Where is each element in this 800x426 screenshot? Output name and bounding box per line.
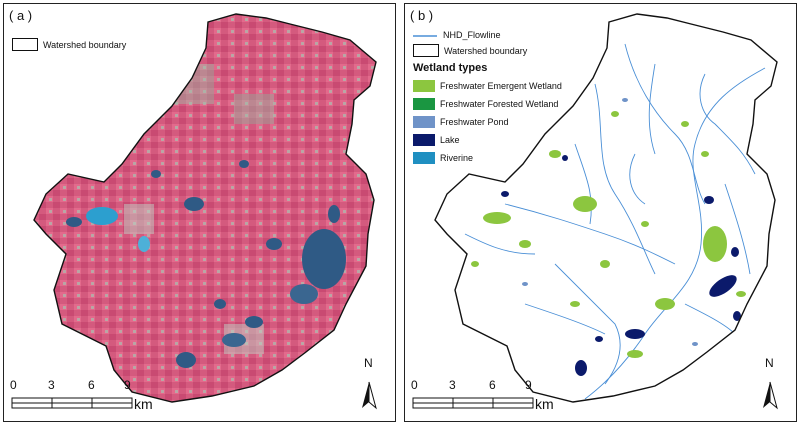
legend-item: Riverine <box>413 152 473 164</box>
boundary-swatch <box>413 44 439 57</box>
scale-tick: 6 <box>88 378 95 392</box>
legend-item-label: Freshwater Emergent Wetland <box>440 81 562 91</box>
scale-tick: 6 <box>489 378 496 392</box>
legend-swatch <box>413 80 435 92</box>
legend-item: Freshwater Pond <box>413 116 509 128</box>
scale-tick: 3 <box>48 378 55 392</box>
north-label: N <box>765 356 774 370</box>
north-label: N <box>364 356 373 370</box>
legend-item: Freshwater Emergent Wetland <box>413 80 562 92</box>
scale-unit: km <box>134 396 153 412</box>
scale-tick: 0 <box>411 378 418 392</box>
legend-boundary: Watershed boundary <box>413 44 527 57</box>
legend-swatch <box>413 152 435 164</box>
scale-tick: 9 <box>525 378 532 392</box>
imagery-map-canvas <box>11 13 377 410</box>
scale-tick: 3 <box>449 378 456 392</box>
legend-flowline-label: NHD_Flowline <box>443 30 501 40</box>
legend-swatch <box>413 134 435 146</box>
legend-swatch <box>413 116 435 128</box>
legend-item: Lake <box>413 134 460 146</box>
legend-item-label: Riverine <box>440 153 474 163</box>
legend-item-label: Freshwater Forested Wetland <box>440 99 559 109</box>
legend-boundary-label: Watershed boundary <box>43 39 127 50</box>
boundary-swatch <box>12 38 38 51</box>
legend-title: Wetland types <box>413 62 488 74</box>
panel-a-imagery-map: ( a ) Watershed boundary 0 3 6 9 km N <box>3 3 396 422</box>
legend-boundary: Watershed boundary <box>12 38 126 51</box>
north-arrow-icon <box>763 381 778 410</box>
scale-tick: 9 <box>124 378 131 392</box>
legend-boundary-label: Watershed boundary <box>444 45 528 56</box>
scale-bar-a <box>11 397 133 409</box>
legend-swatch <box>413 98 435 110</box>
legend-item: Freshwater Forested Wetland <box>413 98 558 110</box>
scale-bar-b <box>412 397 534 409</box>
legend-item-label: Lake <box>440 135 460 145</box>
panel-label: ( a ) <box>9 8 33 23</box>
north-arrow-icon <box>362 381 377 410</box>
panel-label: ( b ) <box>410 8 434 23</box>
scale-unit: km <box>535 396 554 412</box>
wetland-map-canvas <box>412 13 778 410</box>
panel-b-wetland-map: ( b ) NHD_Flowline Watershed boundary We… <box>404 3 797 422</box>
legend-item-label: Freshwater Pond <box>440 117 509 127</box>
scale-tick: 0 <box>10 378 17 392</box>
